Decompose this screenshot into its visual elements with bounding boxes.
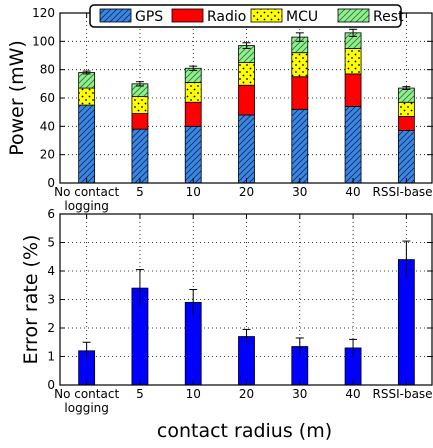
legend: GPS Radio MCU Rest — [89, 4, 404, 28]
bar-radio-2 — [131, 113, 149, 130]
y-tick-label: 5 — [47, 236, 55, 250]
x-tick-label-line: RSSI-based — [373, 387, 433, 401]
chart-panel-2: 0 1 2 3 4 5 6 No contact logging 5 10 20 30 40 RSSI-ba… — [20, 207, 433, 442]
x-tick-label: 30 — [292, 185, 307, 199]
legend-swatch-mcu — [250, 8, 283, 23]
bar-mcu-6 — [344, 48, 362, 75]
bar-gps-3 — [184, 125, 202, 184]
x-tick-label: 5 — [136, 387, 144, 401]
bar-radio-4 — [238, 84, 255, 116]
bar-mcu-2 — [131, 96, 149, 114]
bar-radio-3 — [184, 101, 202, 127]
y-tick-label: 40 — [40, 119, 55, 133]
y-tick-label: 0 — [47, 378, 55, 392]
y-tick-label: 1 — [47, 350, 55, 364]
chart-panel-1: 0 20 40 60 80 100 120 No contact logging 5 10 20 30 4… — [6, 4, 433, 213]
y-tick-label: 120 — [32, 6, 55, 20]
x-tick-label-line: No contact — [54, 387, 119, 401]
bar-mcu-1 — [78, 87, 96, 106]
x-tick-label: 40 — [345, 387, 360, 401]
legend-label-radio: Radio — [207, 9, 246, 25]
y-tick-label: 100 — [32, 34, 55, 48]
bar-mcu-5 — [291, 52, 309, 78]
x-axis-label: contact radius (m) — [157, 420, 332, 442]
x-tick-label-line: 5 — [136, 185, 144, 199]
x-tick-label: 30 — [292, 387, 307, 401]
x-tick-label-line: 10 — [186, 387, 201, 401]
y-tick-label: 2 — [47, 321, 55, 335]
bar-radio-7 — [397, 116, 415, 131]
legend-label-rest: Rest — [373, 9, 404, 25]
x-tick-label: 40 — [345, 185, 360, 199]
legend-label-mcu: MCU — [286, 9, 318, 25]
bar-gps-2 — [131, 128, 149, 184]
x-tick-label: 5 — [136, 185, 144, 199]
x-tick-label-line: 20 — [239, 185, 254, 199]
y-tick-label: 6 — [47, 207, 55, 221]
x-tick-label-line: RSSI-based — [373, 185, 433, 199]
bar-gps-4 — [238, 114, 255, 184]
bar-mcu-3 — [184, 82, 202, 103]
x-tick-label-line: No contact — [54, 185, 119, 199]
bar-rest-7 — [397, 87, 415, 103]
y-tick-label: 3 — [47, 293, 55, 307]
y-axis-label: Error rate (%) — [20, 235, 42, 365]
x-tick-label: No contact logging — [54, 185, 119, 213]
bar-error-rate-7 — [397, 259, 415, 386]
x-tick-label-line: logging — [64, 401, 108, 415]
x-tick-label: No contact logging — [54, 387, 119, 415]
x-tick-label: 20 — [239, 387, 254, 401]
legend-swatch-rest — [337, 8, 370, 23]
bar-mcu-7 — [397, 101, 415, 117]
bar-error-rate-4 — [238, 336, 255, 386]
x-tick-label-line: 30 — [292, 185, 307, 199]
x-tick-label: 10 — [186, 387, 201, 401]
bar-gps-6 — [344, 106, 362, 184]
y-tick-label: 20 — [40, 148, 55, 162]
legend-swatch-gps — [99, 8, 132, 23]
bar-gps-5 — [291, 108, 309, 184]
x-tick-label-line: 5 — [136, 387, 144, 401]
legend-swatch-radio — [171, 8, 204, 23]
x-tick-label: RSSI-based — [373, 185, 433, 199]
y-tick-label: 60 — [40, 91, 55, 105]
x-tick-label: 20 — [239, 185, 254, 199]
y-axis-label: Power (mW) — [6, 40, 28, 156]
bar-mcu-4 — [238, 62, 255, 86]
x-tick-label-line: 40 — [345, 185, 360, 199]
bar-gps-1 — [78, 104, 96, 184]
x-tick-label-line: 10 — [186, 185, 201, 199]
bar-radio-5 — [291, 76, 309, 110]
x-tick-label-line: 30 — [292, 387, 307, 401]
x-tick-label: RSSI-based — [373, 387, 433, 401]
legend-label-gps: GPS — [135, 9, 163, 25]
x-tick-label-line: 40 — [345, 387, 360, 401]
legend-box — [89, 4, 402, 28]
bar-rest-1 — [78, 72, 96, 89]
bar-radio-6 — [344, 73, 362, 107]
x-tick-label: 10 — [186, 185, 201, 199]
bar-gps-7 — [397, 130, 415, 184]
y-tick-label: 0 — [47, 176, 55, 190]
x-tick-label-line: logging — [64, 199, 108, 213]
x-tick-label-line: 20 — [239, 387, 254, 401]
y-tick-label: 4 — [47, 264, 55, 278]
y-tick-label: 80 — [40, 63, 55, 77]
